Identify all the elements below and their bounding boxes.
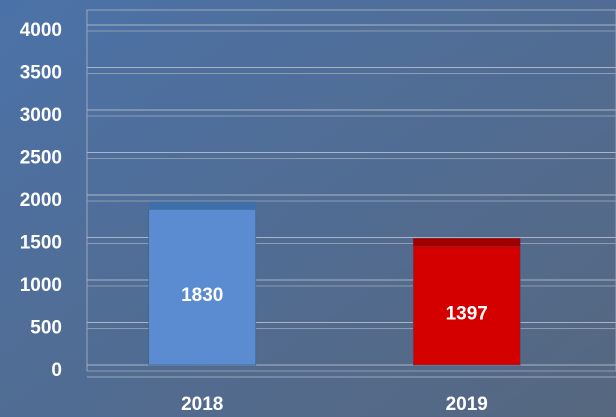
bar-cap bbox=[148, 201, 256, 210]
x-tick-label: 2018 bbox=[181, 394, 223, 415]
y-tick-label: 1500 bbox=[20, 233, 62, 254]
y-tick-label: 0 bbox=[51, 360, 62, 381]
y-tick-label: 3000 bbox=[20, 105, 62, 126]
bar bbox=[412, 246, 521, 366]
y-tick-label: 2000 bbox=[20, 190, 62, 211]
value-label: 1397 bbox=[446, 304, 488, 325]
y-tick-label: 1000 bbox=[20, 275, 62, 296]
x-tick-label: 2019 bbox=[446, 394, 488, 415]
y-tick-label: 3500 bbox=[20, 63, 62, 84]
y-tick-label: 500 bbox=[30, 318, 62, 339]
bar-cap bbox=[413, 238, 521, 247]
y-tick-label: 2500 bbox=[20, 148, 62, 169]
value-label: 1830 bbox=[181, 285, 223, 306]
bar bbox=[148, 209, 257, 366]
y-tick-label: 4000 bbox=[20, 20, 62, 41]
